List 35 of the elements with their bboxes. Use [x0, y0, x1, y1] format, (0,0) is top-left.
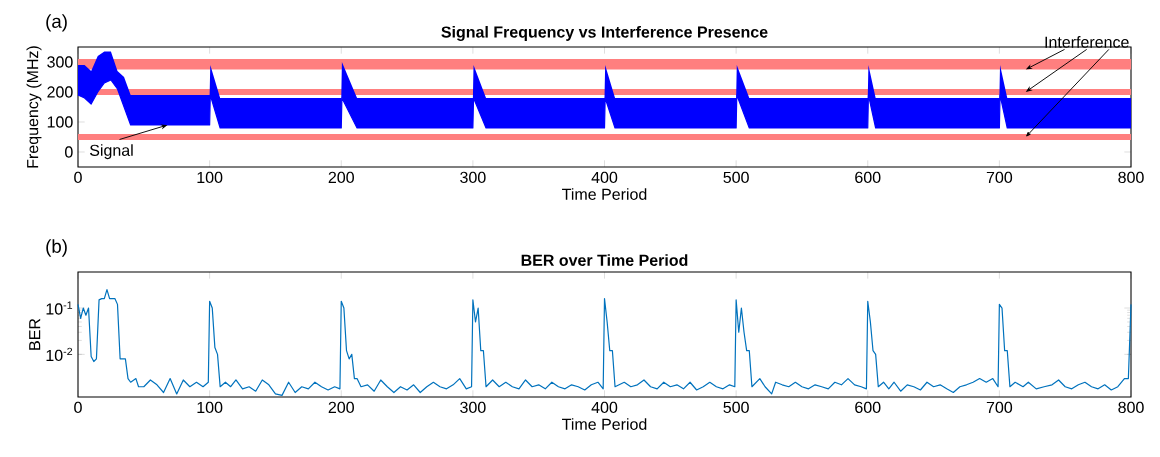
x-tick-label: 500: [723, 401, 749, 414]
y-tick-label: 10$^{-1}$: [46, 301, 73, 315]
x-tick-label: 500: [723, 171, 749, 184]
x-tick-label: 700: [986, 171, 1013, 184]
x-tick-label: 600: [855, 401, 881, 414]
chart-title: Signal Frequency vs Interference Presence: [441, 25, 768, 41]
text: (b): [46, 239, 67, 257]
x-axis-title: Time Period: [562, 418, 647, 430]
y-tick-label: 100: [47, 116, 73, 128]
x-tick-label: 0: [74, 171, 82, 184]
x-tick-label: 600: [855, 171, 881, 184]
x-tick-label: 100: [197, 401, 223, 414]
y-tick-label: 200: [47, 86, 73, 98]
x-tick-label: 200: [328, 171, 354, 184]
line-series: [77, 289, 1132, 396]
x-tick-label: 400: [591, 401, 618, 414]
x-tick-label: 800: [1118, 171, 1144, 184]
x-tick-label: 0: [74, 401, 82, 414]
annotation: Signal: [90, 144, 133, 160]
x-tick-label: 300: [460, 171, 486, 184]
x-tick-label: 800: [1118, 401, 1144, 414]
y-axis-title: BER: [29, 318, 41, 350]
y-axis-title: Frequency (MHz): [26, 46, 42, 168]
y-tick-label: 0: [65, 146, 73, 158]
x-tick-label: 700: [986, 401, 1013, 414]
chart-title: BER over Time Period: [521, 254, 688, 266]
y-tick-label: 10$^{-2}$: [46, 347, 73, 362]
x-tick-label: 100: [197, 171, 223, 184]
text: (a): [46, 14, 67, 32]
x-tick-label: 200: [328, 401, 354, 414]
annotation: Interference: [1045, 36, 1129, 48]
x-axis-title: Time Period: [562, 188, 647, 200]
y-tick-label: 300: [47, 56, 73, 68]
x-tick-label: 400: [591, 171, 618, 184]
x-tick-label: 300: [460, 401, 486, 414]
